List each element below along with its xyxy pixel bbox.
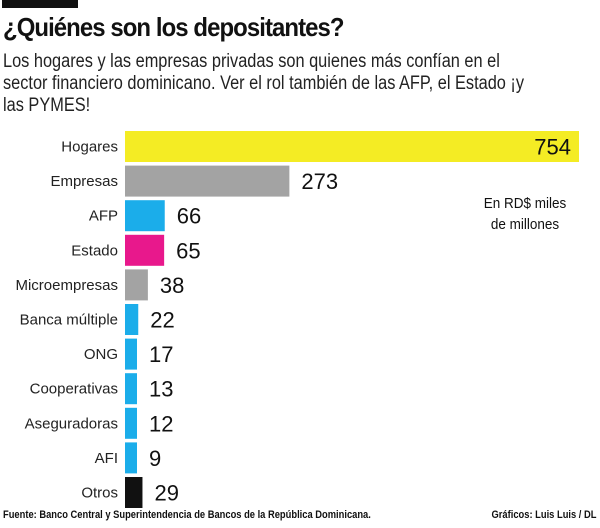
category-label: Otros bbox=[81, 485, 118, 502]
value-label: 22 bbox=[150, 308, 174, 333]
bar-10 bbox=[125, 477, 143, 508]
value-label: 29 bbox=[154, 481, 178, 506]
unit-note: En RD$ miles de millones bbox=[483, 195, 567, 233]
bar-9 bbox=[125, 442, 137, 474]
value-label: 65 bbox=[176, 238, 200, 263]
category-label: AFI bbox=[95, 450, 118, 467]
bar-8 bbox=[125, 407, 137, 439]
category-label: Cooperativas bbox=[30, 381, 118, 398]
bar-6 bbox=[125, 338, 137, 370]
category-label: Microempresas bbox=[15, 277, 118, 294]
title-accent-bar bbox=[2, 0, 78, 8]
bar-4 bbox=[125, 269, 148, 301]
value-label: 17 bbox=[149, 342, 173, 367]
chart-subtitle: Los hogares y las empresas privadas son … bbox=[3, 51, 525, 116]
category-label: Estado bbox=[71, 242, 118, 259]
credit-note: Gráficos: Luis Luis / DL bbox=[491, 509, 596, 521]
chart-title: ¿Quiénes son los depositantes? bbox=[3, 12, 344, 42]
value-label: 9 bbox=[149, 446, 161, 471]
bar-1 bbox=[125, 165, 290, 197]
bar-3 bbox=[125, 234, 165, 266]
bar-5 bbox=[125, 304, 139, 335]
value-label: 273 bbox=[301, 169, 338, 194]
value-label: 38 bbox=[160, 273, 184, 298]
value-label: 66 bbox=[177, 204, 201, 229]
category-label: Banca múltiple bbox=[20, 312, 118, 329]
bar-0 bbox=[125, 131, 579, 162]
value-label: 12 bbox=[149, 411, 173, 436]
source-note: Fuente: Banco Central y Superintendencia… bbox=[3, 509, 371, 521]
category-label: ONG bbox=[84, 346, 118, 363]
category-label: AFP bbox=[89, 208, 118, 225]
category-label: Hogares bbox=[61, 139, 118, 156]
category-label: Empresas bbox=[50, 173, 118, 190]
value-label: 754 bbox=[534, 135, 571, 160]
bar-2 bbox=[125, 200, 165, 232]
bar-7 bbox=[125, 373, 137, 405]
category-label: Aseguradoras bbox=[25, 415, 118, 432]
value-label: 13 bbox=[149, 377, 173, 402]
